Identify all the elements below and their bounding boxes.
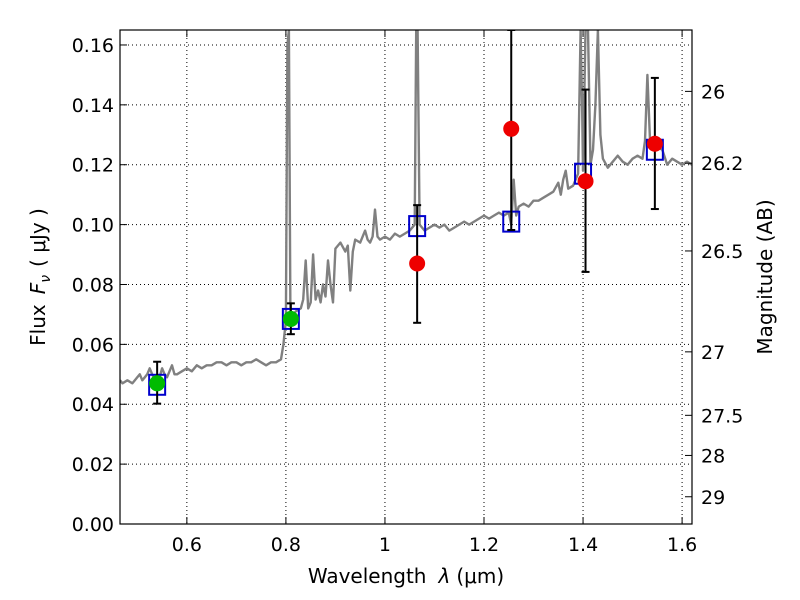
observation-point [503, 120, 520, 137]
y-axis-label: Flux Fν ( μJy ) [26, 208, 54, 346]
y-axis-label-symbol: F [26, 282, 50, 294]
y-tick-label: 0.12 [72, 155, 114, 177]
observation-point [409, 255, 426, 272]
ticks [120, 30, 692, 525]
y-tick-label: 0.14 [72, 95, 114, 117]
x-tick-label: 1.6 [667, 534, 697, 556]
x-tick-label: 1.2 [469, 534, 499, 556]
y2-tick-label: 26 [701, 81, 725, 103]
spectrum-line [120, 30, 692, 385]
x-tick-label: 1.4 [568, 534, 598, 556]
y2-tick-label: 26.2 [701, 153, 743, 175]
x-axis-label-text: Wavelength [308, 564, 427, 588]
y-tick-label: 0.04 [72, 394, 114, 416]
y2-tick-label: 28 [701, 445, 725, 467]
y-tick-label: 0.16 [72, 35, 114, 57]
plot-frame [119, 29, 693, 525]
y-tick-label: 0.02 [72, 454, 114, 476]
x-tick-label: 0.6 [172, 534, 202, 556]
y-tick-label: 0.08 [72, 274, 114, 296]
observation-point [646, 135, 663, 152]
detection-point [282, 310, 299, 327]
y-axis-label-subscript: ν [38, 275, 54, 283]
y-tick-label: 0.00 [72, 514, 114, 536]
y-axis-label-text: Flux [26, 304, 50, 346]
x-tick-labels: 0.6 0.8 1 1.2 1.4 1.6 [172, 534, 697, 556]
y-tick-labels: 0.00 0.02 0.04 0.06 0.08 0.10 0.12 0.14 0.16 [72, 35, 114, 536]
detection-point [149, 375, 166, 392]
y-tick-label: 0.10 [72, 215, 114, 237]
grid [120, 30, 692, 525]
y-tick-label: 0.06 [72, 334, 114, 356]
y-axis-label-unit: ( μJy ) [26, 208, 50, 267]
series-layer [120, 30, 692, 405]
x-tick-label: 0.8 [271, 534, 301, 556]
y2-tick-labels: 26 26.2 26.5 27 27.5 28 29 [701, 81, 743, 508]
observation-point [577, 173, 594, 190]
y2-tick-label: 29 [701, 487, 725, 509]
x-axis-label-symbol: λ [438, 564, 451, 588]
x-axis-label-unit: (μm) [456, 564, 504, 588]
y2-tick-label: 27.5 [701, 405, 743, 427]
x-axis-label: Wavelength λ (μm) [308, 564, 504, 588]
x-tick-label: 1 [379, 534, 391, 556]
y2-tick-label: 27 [701, 342, 725, 364]
y2-tick-label: 26.5 [701, 241, 743, 263]
y2-axis-label: Magnitude (AB) [753, 199, 777, 354]
